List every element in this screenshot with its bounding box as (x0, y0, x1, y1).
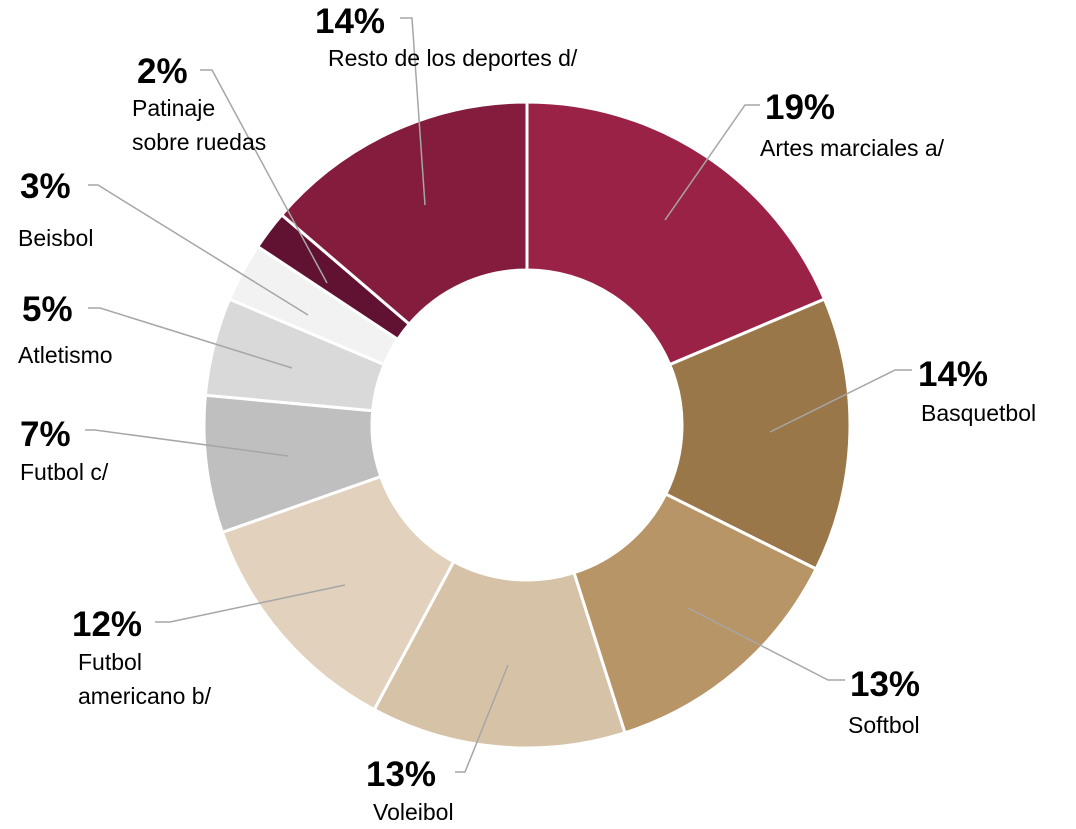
donut-slice (279, 100, 529, 327)
value-label: 13% (366, 755, 437, 794)
category-label: Beisbol (18, 225, 94, 251)
category-label: Resto de los deportes d/ (328, 45, 578, 71)
leader-line (88, 184, 309, 316)
donut-slice (572, 492, 819, 735)
leader-line (687, 607, 845, 681)
leader-line (769, 369, 912, 433)
value-label: 14% (315, 2, 386, 41)
category-label: Futbol c/ (20, 459, 109, 485)
value-label: 2% (137, 52, 188, 91)
category-label: Atletismo (18, 342, 113, 368)
category-label: Basquetbol (921, 400, 1037, 426)
leader-line (200, 69, 328, 284)
leader-line (85, 429, 289, 457)
category-label: Patinaje sobre ruedas (132, 95, 267, 155)
leader-line (455, 664, 509, 773)
value-label: 3% (20, 167, 71, 206)
category-label: Voleibol (373, 799, 454, 825)
leader-line (155, 584, 346, 623)
value-label: 14% (918, 355, 989, 394)
value-label: 19% (765, 88, 836, 127)
category-label: Softbol (848, 712, 920, 738)
leader-line (400, 17, 426, 206)
value-label: 12% (72, 605, 143, 644)
value-label: 7% (20, 415, 71, 454)
value-label: 5% (22, 290, 73, 329)
category-label: Artes marciales a/ (760, 135, 945, 161)
leader-line (88, 307, 293, 369)
donut-slice (372, 559, 627, 750)
category-label: Futbol americano b/ (78, 649, 211, 709)
donut-slice (525, 100, 827, 367)
leader-line (664, 104, 760, 221)
donut-slice (663, 297, 852, 571)
value-label: 13% (850, 665, 921, 704)
